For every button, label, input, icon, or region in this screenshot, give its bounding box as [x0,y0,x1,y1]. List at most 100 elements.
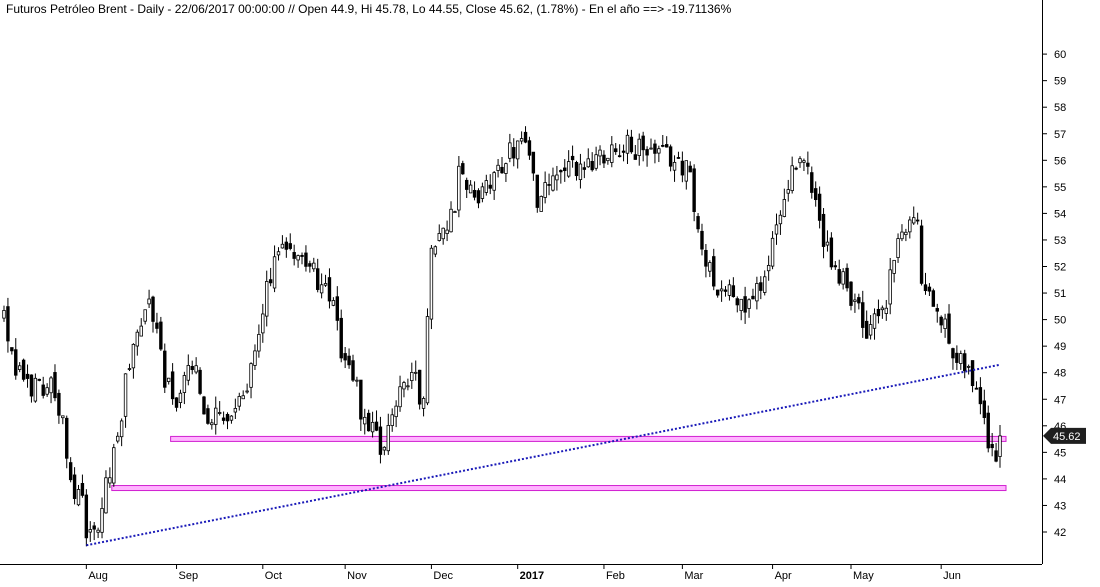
axes: 42434445464748495051525354555657585960Au… [0,0,1086,582]
candle [41,376,45,399]
candle-body-down [366,412,371,432]
candle-body-down [359,379,363,420]
candle [904,228,908,242]
candle-body-up [261,313,265,334]
candle-body-down [641,135,645,151]
candle [468,180,473,194]
candle-body-down [21,359,26,380]
candle-body-down [268,279,273,284]
candle-body-up [825,241,830,246]
candle-body-up [786,189,790,194]
candle [390,408,394,432]
candle-body-up [998,435,1002,457]
candle-body-up [229,415,234,421]
candle-body-down [723,289,728,292]
candle-body-up [257,333,261,352]
candle [49,376,53,404]
candle [935,303,939,323]
candle [449,201,453,233]
candle-body-up [457,165,461,211]
candle [755,276,759,310]
candle-body-up [296,255,300,261]
candle-body-up [402,382,406,390]
candle [45,383,49,397]
candle-body-down [68,462,73,481]
candle-body-up [959,353,963,364]
candle [649,138,653,150]
candle [280,235,285,249]
candle [217,401,222,416]
y-tick-label: 52 [1054,262,1066,274]
candle-body-down [837,269,841,284]
candle-body-down [751,295,755,300]
candle [214,396,218,435]
candle-body-up [888,269,892,305]
candle [876,299,881,324]
candle-body-down [84,494,89,539]
candle [519,131,524,145]
candle [265,270,269,327]
candle [249,362,253,399]
candle-body-up [508,142,512,159]
candle-body-up [782,199,787,217]
candle [382,446,387,456]
candle [480,182,485,203]
candle [96,527,100,539]
candle-body-up [555,174,559,181]
candle-body-up [892,259,896,274]
candle-body-down [915,219,920,222]
candle [257,324,261,358]
candle [625,129,630,164]
candle [896,233,900,263]
x-tick-label: Dec [433,570,453,582]
candle-body-up [386,425,390,452]
candle-body-down [92,525,96,530]
candle-body-down [955,352,959,363]
candle [308,260,312,273]
candle [116,432,120,444]
candle [261,303,265,343]
candle [606,157,610,165]
candle [645,146,649,167]
candle-body-up [76,489,81,506]
candle [700,223,704,256]
candle-body-down [704,249,708,267]
candle [668,144,673,172]
candle-body-up [421,398,426,409]
candle-body-down [465,179,469,190]
candle-body-down [951,348,955,359]
candle-body-up [186,365,190,381]
candle-body-up [966,365,971,368]
candle-body-down [225,413,230,422]
candle-body-up [112,447,116,484]
candle-body-up [872,313,877,329]
x-tick-label: Nov [347,570,367,582]
candle-body-down [343,353,347,361]
candle [923,272,928,295]
candle [437,224,441,242]
candle [884,299,888,321]
candle-body-up [908,219,912,233]
candle-body-up [672,161,677,171]
candle-body-up [637,138,641,156]
y-tick-label: 42 [1054,527,1066,539]
candle-body-down [472,189,477,198]
candle [131,343,136,379]
candle-body-down [794,167,798,170]
candle [72,467,77,505]
candle-body-up [363,416,367,425]
y-tick-label: 44 [1054,474,1066,486]
candle-body-up [802,160,806,163]
candle [2,305,6,322]
y-tick-label: 51 [1054,288,1066,300]
candle-body-down [661,144,665,147]
candle-body-down [982,400,987,418]
candle-body-down [159,321,163,350]
candle [661,135,665,148]
candle-body-down [963,353,967,372]
last-price-tag-shape [1043,427,1086,444]
candle [782,188,787,218]
candle-body-down [645,149,649,156]
candle-body-up [625,134,630,154]
candle-body-up [17,365,22,370]
